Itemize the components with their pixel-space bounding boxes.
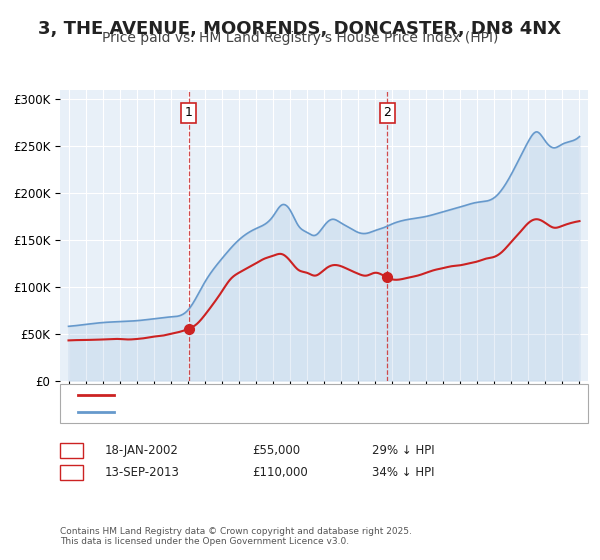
Text: 2: 2: [383, 106, 391, 119]
Text: HPI: Average price, detached house, Doncaster: HPI: Average price, detached house, Donc…: [120, 407, 367, 417]
Text: 1: 1: [185, 106, 193, 119]
Text: 2: 2: [67, 466, 76, 479]
Text: 3, THE AVENUE, MOORENDS, DONCASTER, DN8 4NX: 3, THE AVENUE, MOORENDS, DONCASTER, DN8 …: [38, 20, 562, 38]
Text: 29% ↓ HPI: 29% ↓ HPI: [372, 444, 434, 457]
Text: Price paid vs. HM Land Registry's House Price Index (HPI): Price paid vs. HM Land Registry's House …: [102, 31, 498, 45]
Text: 18-JAN-2002: 18-JAN-2002: [105, 444, 179, 457]
Text: 3, THE AVENUE, MOORENDS, DONCASTER, DN8 4NX (detached house): 3, THE AVENUE, MOORENDS, DONCASTER, DN8 …: [120, 390, 487, 400]
Text: 34% ↓ HPI: 34% ↓ HPI: [372, 466, 434, 479]
Text: Contains HM Land Registry data © Crown copyright and database right 2025.
This d: Contains HM Land Registry data © Crown c…: [60, 526, 412, 546]
Text: 1: 1: [67, 444, 76, 457]
Text: £110,000: £110,000: [252, 466, 308, 479]
Text: 13-SEP-2013: 13-SEP-2013: [105, 466, 180, 479]
Text: £55,000: £55,000: [252, 444, 300, 457]
